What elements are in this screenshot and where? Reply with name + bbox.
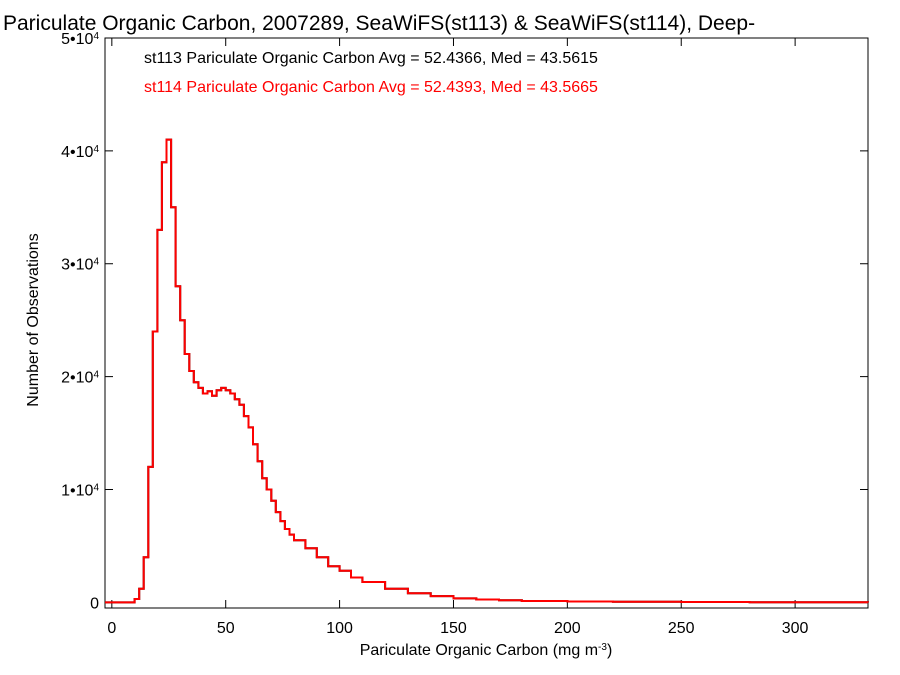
y-tick-label-exponent: 4 (93, 143, 99, 154)
chart-title: Pariculate Organic Carbon, 2007289, SeaW… (3, 12, 755, 35)
series-line-st114 (105, 138, 869, 604)
y-tick-label-base: 0 (90, 595, 99, 612)
series-stats-st113: st113 Pariculate Organic Carbon Avg = 52… (144, 50, 598, 67)
y-tick-label-exponent: 4 (93, 369, 99, 380)
x-axis-label: Pariculate Organic Carbon (mg m-3) (360, 642, 613, 660)
y-tick-label-base: 5•10 (61, 31, 93, 48)
x-tick-label: 50 (217, 620, 235, 637)
x-axis-label-end: ) (607, 642, 612, 659)
y-tick-label-base: 2•10 (61, 370, 93, 387)
series-line-st113 (105, 138, 869, 604)
y-tick-label: 3•104 (61, 256, 99, 274)
y-tick-label: 4•104 (61, 143, 99, 161)
x-tick-label: 300 (782, 620, 809, 637)
x-tick-label: 100 (326, 620, 353, 637)
x-tick-label: 150 (440, 620, 467, 637)
axis-ticks: 0 50 100 150 200 250 30001•1042•1043•1044•1045… (61, 31, 868, 637)
x-axis-label-sup: -3 (598, 642, 607, 653)
y-tick-label-base: 1•10 (61, 482, 93, 499)
x-tick-label: 250 (668, 620, 695, 637)
y-tick-label: 5•104 (61, 31, 99, 49)
y-tick-label: 1•104 (61, 482, 99, 500)
series-stats-st114: st114 Pariculate Organic Carbon Avg = 52… (144, 79, 598, 96)
y-tick-label: 2•104 (61, 369, 99, 387)
series-lines (105, 138, 869, 604)
x-axis-label-main: Pariculate Organic Carbon (mg m (360, 642, 598, 659)
y-tick-label-base: 3•10 (61, 257, 93, 274)
y-tick-label-base: 4•10 (61, 144, 93, 161)
y-tick-label-exponent: 4 (93, 31, 99, 42)
y-tick-label-exponent: 4 (93, 256, 99, 267)
y-tick-label: 0 (90, 595, 99, 612)
x-tick-label: 200 (554, 620, 581, 637)
y-tick-label-exponent: 4 (93, 482, 99, 493)
y-axis-label: Number of Observations (25, 233, 42, 406)
plot-frame (104, 37, 869, 609)
x-tick-label: 0 (107, 620, 116, 637)
